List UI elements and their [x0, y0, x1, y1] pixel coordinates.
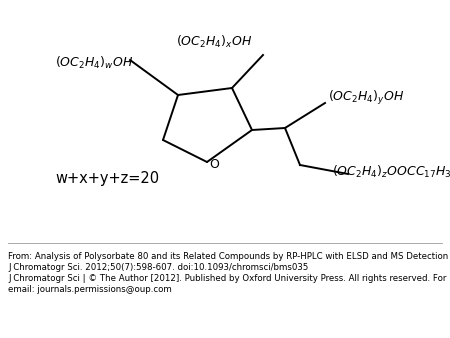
- Text: J Chromatogr Sci. 2012;50(7):598-607. doi:10.1093/chromsci/bms035: J Chromatogr Sci. 2012;50(7):598-607. do…: [8, 263, 308, 272]
- Text: $(OC_2H_4)_wOH$: $(OC_2H_4)_wOH$: [55, 55, 133, 71]
- Text: J Chromatogr Sci | © The Author [2012]. Published by Oxford University Press. Al: J Chromatogr Sci | © The Author [2012]. …: [8, 274, 450, 283]
- Text: $(OC_2H_4)_zOOCC_{17}H_{33}$: $(OC_2H_4)_zOOCC_{17}H_{33}$: [332, 164, 450, 180]
- Text: w+x+y+z=20: w+x+y+z=20: [55, 170, 159, 186]
- Text: email: journals.permissions@oup.com: email: journals.permissions@oup.com: [8, 285, 172, 294]
- Text: $(OC_2H_4)_yOH$: $(OC_2H_4)_yOH$: [328, 89, 404, 107]
- Text: $(OC_2H_4)_xOH$: $(OC_2H_4)_xOH$: [176, 34, 252, 50]
- Text: From: Analysis of Polysorbate 80 and its Related Compounds by RP-HPLC with ELSD : From: Analysis of Polysorbate 80 and its…: [8, 252, 448, 261]
- Text: O: O: [209, 158, 219, 171]
